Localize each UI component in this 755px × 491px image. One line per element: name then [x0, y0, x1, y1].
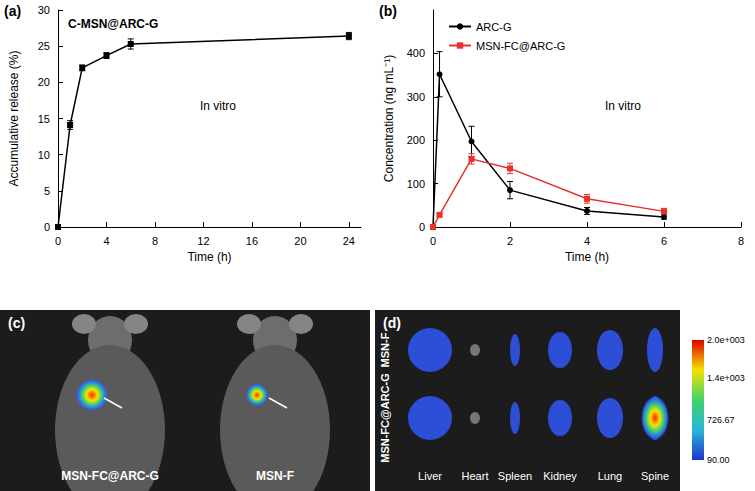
svg-text:(c): (c) [8, 315, 25, 331]
svg-text:In vitro: In vitro [200, 99, 236, 113]
svg-text:2: 2 [507, 235, 513, 247]
svg-text:(d): (d) [383, 315, 401, 331]
svg-text:20: 20 [294, 235, 306, 247]
svg-text:200: 200 [407, 134, 425, 146]
svg-text:(a): (a) [4, 3, 21, 19]
svg-text:30: 30 [38, 4, 50, 16]
svg-text:0: 0 [44, 221, 50, 233]
svg-text:Concentration (ng mL⁻¹): Concentration (ng mL⁻¹) [382, 55, 396, 182]
svg-text:MSN-F: MSN-F [256, 469, 294, 483]
svg-text:24: 24 [343, 235, 355, 247]
svg-text:15: 15 [38, 113, 50, 125]
svg-text:8: 8 [152, 235, 158, 247]
svg-text:MSN-FC@ARC-G: MSN-FC@ARC-G [379, 373, 391, 463]
svg-text:MSN-FC@ARC-G: MSN-FC@ARC-G [61, 469, 159, 483]
svg-text:(b): (b) [379, 3, 397, 19]
svg-text:0: 0 [55, 235, 61, 247]
svg-text:Liver: Liver [418, 470, 442, 482]
svg-text:Heart: Heart [462, 470, 489, 482]
svg-text:Spine: Spine [641, 470, 669, 482]
svg-text:12: 12 [197, 235, 209, 247]
svg-text:2.0e+003: 2.0e+003 [707, 335, 745, 345]
svg-text:10: 10 [38, 149, 50, 161]
svg-text:8: 8 [738, 235, 744, 247]
svg-text:4: 4 [584, 235, 590, 247]
svg-text:MSN-FC@ARC-G: MSN-FC@ARC-G [476, 40, 565, 52]
svg-text:20: 20 [38, 76, 50, 88]
svg-text:In vitro: In vitro [605, 99, 641, 113]
svg-text:0: 0 [419, 221, 425, 233]
svg-text:5: 5 [44, 185, 50, 197]
svg-text:Time (h): Time (h) [565, 250, 609, 264]
svg-text:90.00: 90.00 [707, 455, 730, 465]
svg-text:16: 16 [246, 235, 258, 247]
svg-text:0: 0 [430, 235, 436, 247]
svg-text:100: 100 [407, 178, 425, 190]
svg-text:6: 6 [661, 235, 667, 247]
svg-text:C-MSN@ARC-G: C-MSN@ARC-G [68, 17, 158, 31]
svg-text:MSN-F: MSN-F [379, 332, 391, 367]
svg-text:Lung: Lung [598, 470, 622, 482]
svg-text:Accumulative release (%): Accumulative release (%) [7, 50, 21, 186]
svg-text:1.4e+003: 1.4e+003 [707, 373, 745, 383]
svg-text:Time (h): Time (h) [187, 250, 231, 264]
svg-text:726.67: 726.67 [707, 415, 735, 425]
svg-text:25: 25 [38, 40, 50, 52]
svg-text:Spleen: Spleen [498, 470, 532, 482]
svg-text:Kidney: Kidney [543, 470, 577, 482]
svg-text:400: 400 [407, 47, 425, 59]
svg-text:4: 4 [103, 235, 109, 247]
svg-text:ARC-G: ARC-G [476, 21, 511, 33]
svg-text:300: 300 [407, 91, 425, 103]
